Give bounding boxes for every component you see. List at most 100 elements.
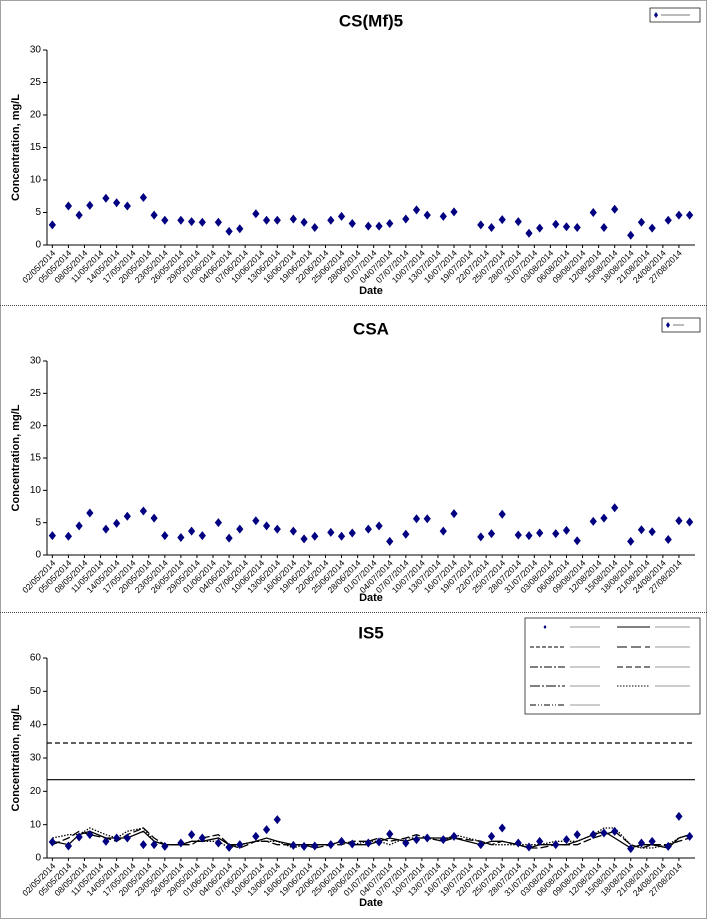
y-tick-label: 50 (30, 686, 42, 697)
legend (661, 317, 701, 333)
data-point (498, 509, 506, 519)
data-point (48, 531, 56, 541)
data-point (225, 226, 233, 236)
data-point (139, 840, 147, 850)
y-tick-label: 20 (30, 110, 42, 121)
data-point (439, 526, 447, 536)
data-point (487, 222, 496, 232)
data-point (552, 840, 560, 850)
y-tick-label: 5 (35, 207, 41, 218)
data-point (262, 521, 271, 531)
data-point (48, 837, 56, 847)
data-point (161, 841, 169, 851)
data-point (300, 217, 308, 227)
y-tick-label: 10 (30, 819, 42, 830)
data-point (273, 524, 281, 534)
data-point (552, 219, 560, 229)
chart-title: CSA (353, 319, 389, 338)
data-point (262, 825, 271, 835)
data-point (64, 201, 73, 211)
data-point (289, 840, 297, 850)
data-point (225, 533, 233, 543)
y-tick-label: 5 (35, 517, 41, 528)
data-point (423, 833, 431, 843)
series-line (52, 827, 690, 849)
legend (524, 617, 701, 715)
data-point (375, 837, 383, 847)
data-point (627, 536, 635, 546)
y-tick-label: 10 (30, 175, 42, 186)
y-tick-label: 30 (30, 45, 42, 56)
data-point (536, 223, 544, 233)
data-point (337, 211, 346, 221)
y-tick-label: 0 (35, 550, 41, 561)
data-point (686, 517, 694, 527)
y-axis-label: Concentration, mg/L (10, 704, 22, 811)
data-point (86, 200, 94, 210)
data-point (187, 526, 196, 536)
data-point (311, 841, 319, 851)
data-point (648, 836, 656, 846)
y-tick-label: 30 (30, 356, 42, 367)
data-point (348, 219, 356, 229)
data-point (273, 215, 281, 225)
data-point (75, 210, 83, 220)
data-point (525, 531, 533, 541)
data-point (423, 514, 431, 524)
data-point (75, 521, 83, 531)
data-point (86, 830, 94, 840)
data-point (48, 220, 56, 230)
data-point (423, 210, 431, 220)
data-point (562, 222, 571, 232)
y-tick-label: 25 (30, 388, 42, 399)
data-point (648, 223, 656, 233)
data-point (450, 831, 458, 841)
data-point (637, 525, 646, 535)
data-point (150, 840, 158, 850)
data-point (386, 219, 394, 229)
y-tick-label: 15 (30, 453, 42, 464)
data-point (600, 513, 608, 523)
data-point (364, 221, 372, 231)
data-point (113, 518, 121, 528)
data-point (236, 524, 244, 534)
data-point (113, 833, 121, 843)
data-point (214, 217, 222, 227)
data-point (477, 532, 485, 542)
data-point (589, 516, 597, 526)
data-point (348, 839, 356, 849)
data-point (123, 833, 131, 843)
data-point (386, 829, 394, 839)
data-point (327, 840, 335, 850)
data-point (514, 217, 522, 227)
series-line (52, 827, 690, 849)
data-point (664, 534, 672, 544)
data-point (525, 228, 533, 238)
data-point (337, 531, 346, 541)
y-tick-label: 0 (35, 853, 41, 864)
data-point (289, 526, 297, 536)
data-point (450, 509, 458, 519)
data-point (439, 835, 447, 845)
data-point (664, 841, 672, 851)
data-point (364, 838, 372, 848)
data-point (573, 830, 581, 840)
y-axis-label: Concentration, mg/L (10, 94, 22, 201)
data-point (562, 835, 571, 845)
y-tick-label: 15 (30, 142, 42, 153)
data-point (686, 831, 694, 841)
data-point (327, 527, 335, 537)
data-point (348, 528, 356, 538)
data-point (177, 838, 185, 848)
data-point (525, 842, 533, 852)
data-point (611, 503, 619, 513)
data-point (611, 204, 619, 214)
data-point (150, 210, 158, 220)
data-point (477, 840, 485, 850)
data-point (412, 514, 421, 524)
data-point (375, 221, 383, 231)
data-point (536, 528, 544, 538)
data-point (589, 208, 597, 217)
